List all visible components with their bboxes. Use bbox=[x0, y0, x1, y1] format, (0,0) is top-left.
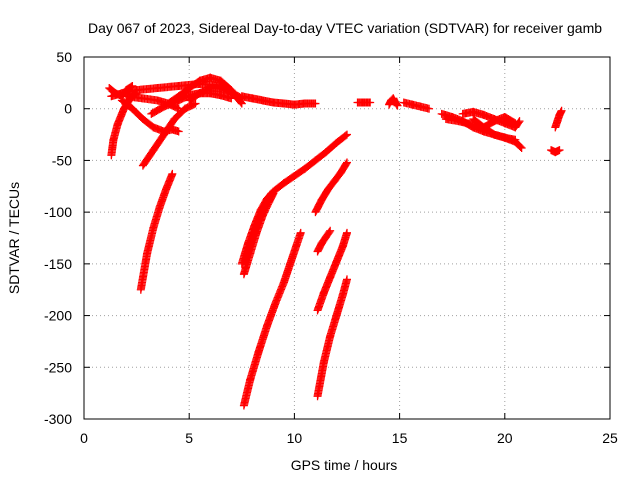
data-point bbox=[343, 158, 351, 167]
data-point bbox=[517, 144, 526, 153]
data-point bbox=[191, 99, 200, 108]
data-point bbox=[393, 101, 402, 110]
data-point bbox=[425, 104, 434, 113]
series-arc-27 bbox=[551, 106, 566, 132]
data-point bbox=[342, 159, 351, 168]
data-point bbox=[236, 98, 245, 107]
y-axis-label: SDTVAR / TECUs bbox=[6, 182, 22, 294]
plot-frame bbox=[83, 56, 611, 420]
series-arc-19 bbox=[313, 275, 351, 401]
series-arc-06 bbox=[138, 99, 200, 170]
series-arc-17 bbox=[313, 226, 335, 256]
data-point bbox=[233, 94, 242, 103]
data-point bbox=[343, 130, 351, 139]
y-tick-label: -150 bbox=[44, 256, 72, 272]
data-point bbox=[516, 142, 525, 151]
series-arc-09 bbox=[185, 84, 242, 105]
data-point bbox=[343, 228, 351, 237]
data-point bbox=[555, 146, 564, 155]
y-tick-label: -300 bbox=[44, 411, 72, 427]
data-point bbox=[326, 226, 335, 235]
data-point bbox=[311, 99, 320, 108]
x-tick-label: 20 bbox=[497, 430, 513, 446]
data-point bbox=[511, 135, 520, 144]
y-tick-label: 50 bbox=[56, 49, 72, 65]
series-arc-21 bbox=[385, 94, 402, 110]
x-tick-label: 15 bbox=[392, 430, 408, 446]
data-point bbox=[557, 106, 566, 115]
x-tick-label: 5 bbox=[185, 430, 193, 446]
series-arc-25 bbox=[469, 115, 520, 144]
y-tick-label: -100 bbox=[44, 204, 72, 220]
data-point bbox=[392, 100, 401, 109]
data-point bbox=[325, 228, 334, 237]
series-arc-16 bbox=[311, 158, 351, 217]
data-point bbox=[341, 131, 350, 140]
series-arc-18 bbox=[313, 228, 351, 315]
data-point bbox=[267, 189, 276, 198]
y-tick-label: -200 bbox=[44, 308, 72, 324]
data-point bbox=[237, 99, 246, 108]
x-tick-label: 25 bbox=[602, 430, 618, 446]
series-arc-28 bbox=[547, 146, 564, 157]
chart-title: Day 067 of 2023, Sidereal Day-to-day VTE… bbox=[88, 20, 602, 36]
y-tick-label: -250 bbox=[44, 359, 72, 375]
data-point bbox=[296, 228, 305, 237]
series-arc-10 bbox=[237, 92, 320, 109]
series-arc-11 bbox=[136, 169, 177, 294]
x-tick-label: 10 bbox=[287, 430, 303, 446]
series-arc-13 bbox=[239, 189, 278, 279]
series-arc-22 bbox=[399, 98, 434, 113]
data-point bbox=[174, 127, 183, 136]
data-point bbox=[366, 98, 375, 107]
y-tick-label: 0 bbox=[64, 101, 72, 117]
x-tick-label: 0 bbox=[80, 430, 88, 446]
data-point bbox=[343, 275, 351, 284]
data-point bbox=[266, 190, 275, 199]
y-tick-label: -50 bbox=[52, 152, 72, 168]
series-arc-20 bbox=[353, 98, 375, 107]
data-point bbox=[514, 118, 523, 127]
series-arc-14 bbox=[242, 189, 276, 263]
x-axis-label: GPS time / hours bbox=[291, 457, 398, 473]
series-arc-15 bbox=[239, 228, 305, 410]
data-layer bbox=[105, 73, 566, 410]
series-arc-26 bbox=[458, 107, 524, 132]
data-point bbox=[515, 117, 524, 126]
data-point bbox=[232, 93, 241, 102]
data-point bbox=[168, 169, 177, 178]
